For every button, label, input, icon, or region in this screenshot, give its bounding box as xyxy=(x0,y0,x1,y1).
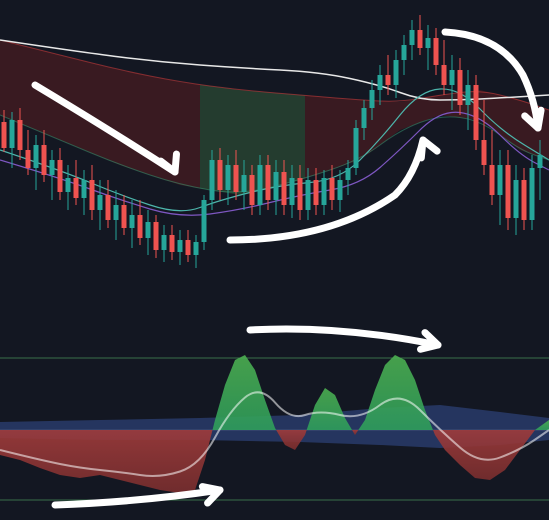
candle-body xyxy=(274,172,279,200)
candle-body xyxy=(154,222,159,250)
candle-body xyxy=(18,120,23,150)
candle-body xyxy=(266,165,271,200)
candle-body xyxy=(138,215,143,238)
candle-body xyxy=(402,45,407,60)
candle-body xyxy=(442,65,447,85)
candle-body xyxy=(338,180,343,200)
candle-body xyxy=(178,240,183,252)
candle-body xyxy=(378,75,383,90)
candle-body xyxy=(34,145,39,168)
candle-body xyxy=(130,215,135,228)
candle-body xyxy=(250,175,255,205)
candle-body xyxy=(58,160,63,192)
candle-body xyxy=(26,150,31,168)
candle-body xyxy=(194,242,199,255)
candle-body xyxy=(106,195,111,220)
candle-body xyxy=(282,172,287,205)
candle-body xyxy=(330,178,335,200)
candle-body xyxy=(114,205,119,220)
candle-body xyxy=(202,200,207,242)
candle-body xyxy=(298,178,303,210)
candle-body xyxy=(218,160,223,190)
candle-body xyxy=(522,180,527,220)
candle-body xyxy=(514,180,519,218)
candle-body xyxy=(90,180,95,210)
candle-body xyxy=(370,90,375,108)
candle-body xyxy=(418,30,423,48)
candle-body xyxy=(42,145,47,175)
candle-body xyxy=(434,38,439,65)
candle-body xyxy=(98,195,103,210)
candle-body xyxy=(394,60,399,85)
candle-body xyxy=(458,70,463,105)
candle-body xyxy=(82,180,87,198)
oscillator-panel[interactable] xyxy=(0,300,549,520)
candle-body xyxy=(146,222,151,238)
candle-body xyxy=(66,178,71,192)
candle-body xyxy=(210,160,215,200)
price-chart-svg xyxy=(0,0,549,300)
candle-body xyxy=(354,128,359,168)
candle-body xyxy=(186,240,191,255)
candle-body xyxy=(50,160,55,175)
candle-body xyxy=(498,165,503,195)
candle-body xyxy=(2,122,7,148)
candle-body xyxy=(74,178,79,198)
candle-body xyxy=(258,165,263,205)
candle-body xyxy=(234,165,239,192)
candle-body xyxy=(410,30,415,45)
candle-body xyxy=(474,85,479,140)
candle-body xyxy=(10,120,15,148)
candle-body xyxy=(322,178,327,205)
candle-body xyxy=(426,38,431,48)
oscillator-histogram xyxy=(307,388,352,430)
candle-body xyxy=(530,168,535,220)
candle-body xyxy=(306,180,311,210)
oscillator-svg xyxy=(0,300,549,520)
candle-body xyxy=(314,180,319,205)
candle-body xyxy=(450,70,455,85)
candle-body xyxy=(506,165,511,218)
candle-body xyxy=(170,235,175,252)
candle-body xyxy=(226,165,231,190)
candle-body xyxy=(346,168,351,180)
oscillator-histogram xyxy=(0,430,213,493)
candle-body xyxy=(466,85,471,105)
candle-body xyxy=(122,205,127,228)
price-chart-panel[interactable] xyxy=(0,0,549,300)
candle-body xyxy=(386,75,391,85)
candle-body xyxy=(482,140,487,165)
candle-body xyxy=(242,175,247,192)
candle-body xyxy=(290,178,295,205)
candle-body xyxy=(490,165,495,195)
candle-body xyxy=(538,155,543,168)
candle-body xyxy=(162,235,167,250)
oscillator-histogram xyxy=(358,355,433,430)
oscillator-histogram xyxy=(213,355,277,430)
candle-body xyxy=(362,108,367,128)
